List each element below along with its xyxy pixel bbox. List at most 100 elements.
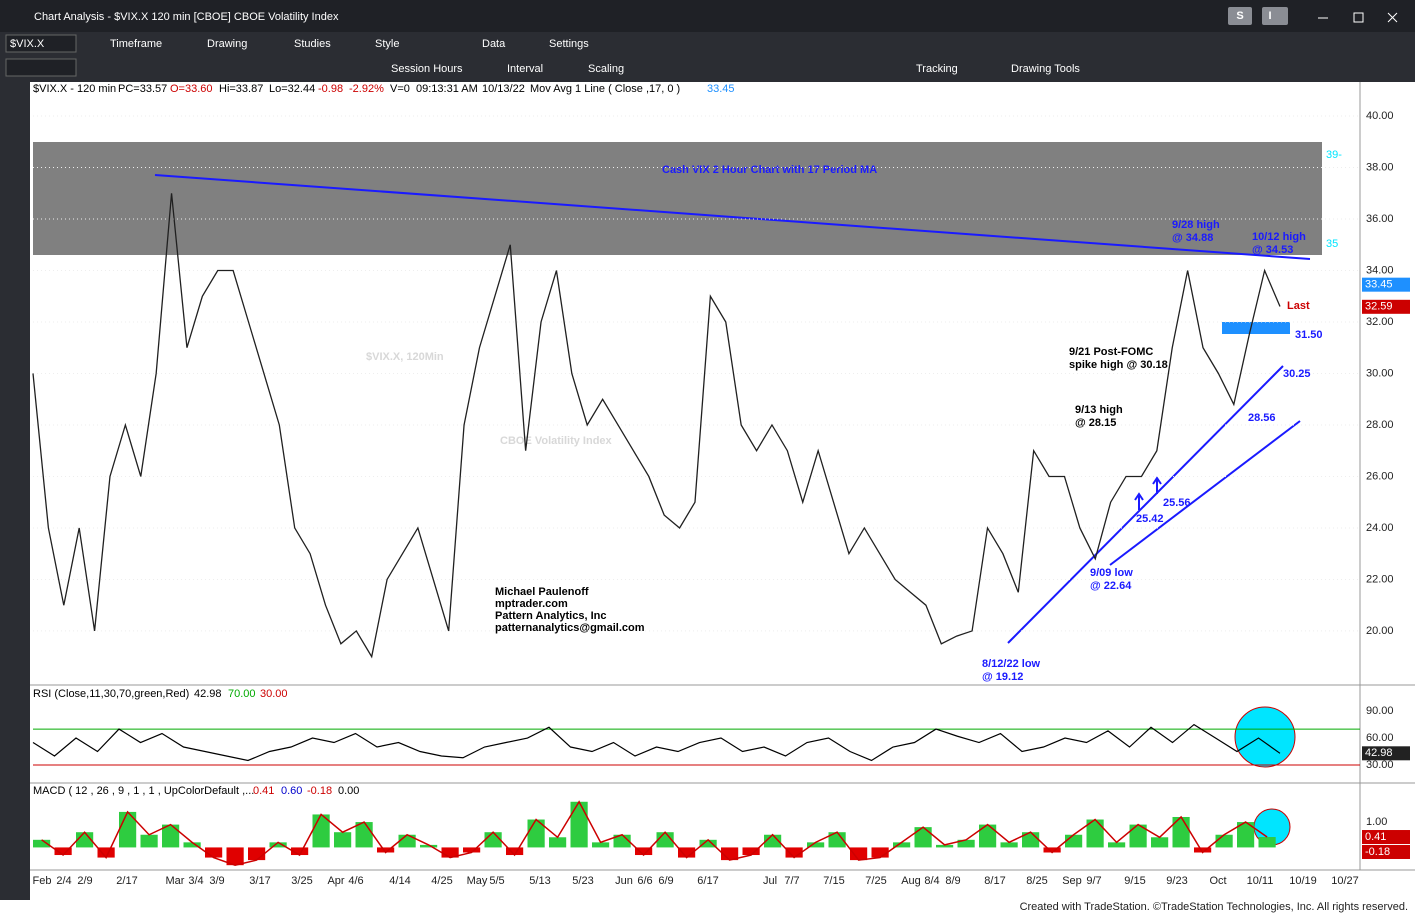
- annotation: @ 28.15: [1075, 417, 1116, 429]
- rsi-header: 30.00: [260, 688, 288, 700]
- macd-bar: [1258, 837, 1276, 848]
- toolbar-button[interactable]: Drawing: [207, 38, 247, 50]
- x-tick-label: Sep: [1062, 875, 1082, 887]
- macd-tag: [1362, 844, 1410, 859]
- annotation: 25.42: [1136, 513, 1164, 525]
- x-tick-label: Aug: [901, 875, 921, 887]
- macd-bar: [54, 847, 72, 856]
- s-button[interactable]: [1228, 7, 1252, 25]
- macd-bar: [979, 824, 997, 848]
- maximize[interactable]: [1353, 12, 1364, 23]
- price-tag: [1362, 277, 1410, 292]
- macd-header: 0.60: [281, 785, 302, 797]
- macd-bar: [226, 847, 244, 866]
- macd-bar: [828, 832, 846, 848]
- watermark-sub: CBOE Volatility Index: [500, 435, 613, 447]
- annotation: 9/28 high: [1172, 219, 1220, 231]
- macd-bar: [355, 822, 373, 848]
- s-button-label[interactable]: S: [1236, 10, 1243, 22]
- macd-bar: [1215, 834, 1233, 848]
- macd-bar: [914, 827, 932, 848]
- trendline: [1109, 420, 1301, 566]
- annotation: Last: [1287, 300, 1310, 312]
- y-tick-label: 34.00: [1366, 264, 1394, 276]
- macd-bar: [420, 844, 438, 848]
- toolbar-button[interactable]: Timeframe: [110, 38, 162, 50]
- toolbar-button[interactable]: Style: [375, 38, 399, 50]
- x-tick-label: 5/5: [489, 875, 504, 887]
- x-tick-label: 5/23: [572, 875, 593, 887]
- annotation: 9/09 low: [1090, 567, 1133, 579]
- macd-bar: [140, 834, 158, 848]
- x-tick-label: 2/17: [116, 875, 137, 887]
- y-tick-label: 32.00: [1366, 316, 1394, 328]
- symbol-box[interactable]: [5, 34, 77, 53]
- toolbar-button[interactable]: Scaling: [588, 63, 624, 75]
- footer: Created with TradeStation. ©TradeStation…: [1020, 901, 1408, 913]
- toolbar-button[interactable]: Tracking: [916, 63, 958, 75]
- resistance-zone: [33, 142, 1322, 255]
- macd-bar: [1065, 834, 1083, 848]
- toolbar-button[interactable]: Interval: [507, 63, 543, 75]
- x-tick-label: 3/4: [188, 875, 203, 887]
- symbol[interactable]: $VIX.X: [10, 38, 45, 50]
- close[interactable]: [1387, 12, 1398, 23]
- macd-tag: [1362, 830, 1410, 845]
- x-tick-label: 6/6: [637, 875, 652, 887]
- x-tick-label: 3/9: [209, 875, 224, 887]
- annotation: 9/13 high: [1075, 404, 1123, 416]
- header-item: -2.92%: [349, 83, 384, 95]
- macd-bar: [97, 847, 115, 858]
- macd-bar: [484, 832, 502, 848]
- x-tick-label: 4/25: [431, 875, 452, 887]
- x-tick-label: 2/9: [77, 875, 92, 887]
- i-button-label[interactable]: I: [1268, 10, 1271, 22]
- x-tick-label: 6/9: [658, 875, 673, 887]
- macd-bar: [678, 847, 696, 858]
- header-item: -0.98: [318, 83, 343, 95]
- toolbar-button[interactable]: Studies: [294, 38, 331, 50]
- toolbar-button[interactable]: Drawing Tools: [1011, 63, 1080, 75]
- header-item: Lo=32.44: [269, 83, 315, 95]
- macd-bar: [807, 842, 825, 848]
- author-line: patternanalytics@gmail.com: [495, 622, 645, 634]
- rsi-tag: [1362, 746, 1410, 761]
- macd-bar: [635, 847, 653, 856]
- x-tick-label: 4/6: [348, 875, 363, 887]
- macd-bar: [506, 847, 524, 856]
- arrows: [1134, 476, 1162, 510]
- header-item: 10/13/22: [482, 83, 525, 95]
- interval-box[interactable]: [5, 58, 77, 77]
- x-tick-label: 7/7: [784, 875, 799, 887]
- zone-label: 39-: [1326, 149, 1342, 161]
- toolbar-button[interactable]: Settings: [549, 38, 589, 50]
- macd-bar: [592, 842, 610, 848]
- macd-bar: [1151, 837, 1169, 848]
- header-item: $VIX.X - 120 min: [33, 83, 116, 95]
- zone-label: 35: [1326, 238, 1338, 250]
- macd-bar: [1086, 819, 1104, 848]
- macd-bar: [183, 842, 201, 848]
- i-button[interactable]: [1262, 7, 1288, 25]
- annotation: 28.56: [1248, 412, 1276, 424]
- x-tick-label: Jun: [615, 875, 633, 887]
- macd-bar: [957, 839, 975, 848]
- toolbar-button[interactable]: Session Hours: [391, 63, 463, 75]
- macd-bar: [1172, 816, 1190, 848]
- macd-bar: [742, 847, 760, 856]
- macd-bar: [699, 839, 717, 848]
- x-tick-label: 7/15: [823, 875, 844, 887]
- header-item: Mov Avg 1 Line ( Close ,17, 0 ): [530, 83, 680, 95]
- x-tick-label: 9/15: [1124, 875, 1145, 887]
- rsi-header: RSI (Close,11,30,70,green,Red): [33, 688, 189, 700]
- header-item: 33.45: [707, 83, 735, 95]
- x-tick-label: 2/4: [56, 875, 71, 887]
- toolbar-button[interactable]: Data: [482, 38, 506, 50]
- macd-header: MACD ( 12 , 26 , 9 , 1 , 1 , UpColorDefa…: [33, 785, 254, 797]
- trendline: [1007, 365, 1284, 644]
- rsi-tick-label: 60.00: [1366, 732, 1394, 744]
- header-item: 09:13:31 AM: [416, 83, 478, 95]
- rsi-tag-label: 42.98: [1365, 747, 1393, 759]
- x-tick-label: May: [467, 875, 488, 887]
